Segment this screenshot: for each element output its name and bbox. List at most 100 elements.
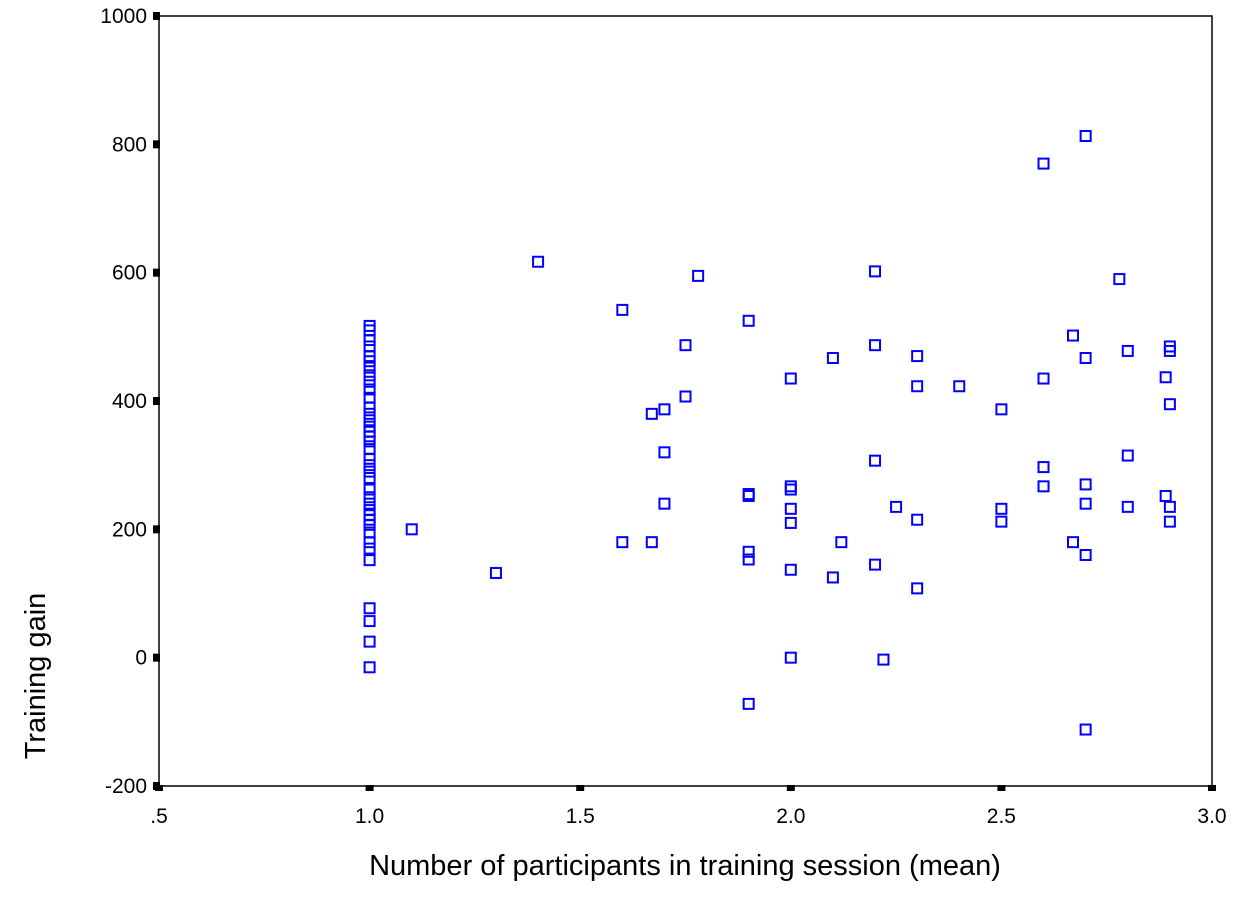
data-point (784, 483, 797, 496)
axis-tick-labels: .5 1.0 1.5 2.0 2.5 3.0 -200 0 200 400 600 800 1000 (100, 5, 1226, 828)
data-point (1159, 371, 1172, 384)
data-point (742, 697, 755, 710)
data-point (363, 536, 376, 549)
data-point (658, 403, 671, 416)
data-point (1163, 515, 1176, 528)
data-point (658, 497, 671, 510)
y-tick-label: 200 (112, 518, 147, 541)
x-tick-mark (576, 785, 585, 791)
axis-ticks (153, 12, 1216, 791)
data-point (658, 446, 671, 459)
data-point (869, 265, 882, 278)
x-tick-label: 3.0 (1197, 805, 1226, 828)
data-point (692, 269, 705, 282)
data-point (363, 452, 376, 465)
data-point (995, 515, 1008, 528)
data-point (784, 372, 797, 385)
data-point (489, 566, 502, 579)
data-point (363, 361, 376, 374)
data-point (995, 502, 1008, 515)
data-point (1079, 549, 1092, 561)
data-point (784, 502, 797, 515)
data-point (363, 661, 376, 674)
data-point (645, 536, 658, 549)
data-point (616, 303, 629, 316)
data-point (363, 435, 376, 448)
data-point (1079, 478, 1092, 491)
data-point (742, 545, 755, 558)
data-point (363, 355, 376, 368)
data-point (1113, 273, 1126, 286)
data-point (784, 563, 797, 576)
y-tick-mark (153, 140, 160, 149)
data-point (363, 465, 376, 478)
data-point (363, 602, 376, 615)
data-point (363, 483, 376, 496)
data-point (911, 380, 924, 393)
y-tick-mark (153, 782, 160, 790)
data-point (1067, 329, 1080, 342)
y-tick-mark (153, 12, 160, 20)
x-tick-mark (997, 785, 1006, 791)
data-point (1037, 461, 1050, 474)
data-point (995, 403, 1008, 416)
data-point (1067, 536, 1080, 549)
y-tick-label: -200 (105, 775, 147, 798)
data-point (911, 350, 924, 363)
y-tick-mark (153, 653, 160, 662)
data-point (363, 542, 376, 555)
data-point (1121, 344, 1134, 357)
x-tick-label: .5 (150, 805, 168, 828)
data-point (363, 635, 376, 648)
data-point (742, 314, 755, 327)
data-point (911, 513, 924, 526)
data-points (363, 129, 1176, 736)
data-point (890, 500, 903, 513)
data-point (1079, 352, 1092, 365)
data-point (877, 653, 890, 666)
data-point (363, 615, 376, 628)
data-point (869, 558, 882, 571)
y-tick-mark (153, 525, 160, 534)
data-point (1079, 723, 1092, 736)
x-tick-label: 1.5 (566, 805, 595, 828)
data-point (826, 571, 839, 584)
data-point (363, 383, 376, 396)
data-point (532, 255, 545, 268)
data-point (363, 375, 376, 388)
data-point (784, 516, 797, 529)
data-point (679, 339, 692, 352)
x-tick-mark (1208, 785, 1216, 791)
x-tick-label: 2.5 (987, 805, 1016, 828)
y-axis-title: Training gain (20, 593, 52, 760)
data-point (1121, 449, 1134, 462)
y-tick-label: 400 (112, 390, 147, 413)
data-point (363, 472, 376, 484)
data-point (742, 553, 755, 566)
y-tick-label: 0 (135, 647, 147, 670)
x-tick-mark (786, 785, 795, 791)
data-point (1079, 129, 1092, 142)
data-point (1159, 489, 1172, 502)
y-tick-label: 1000 (100, 5, 147, 28)
data-point (784, 480, 797, 493)
x-tick-label: 2.0 (776, 805, 805, 828)
data-point (869, 339, 882, 352)
data-point (363, 491, 376, 504)
data-point (869, 454, 882, 467)
x-tick-label: 1.0 (355, 805, 384, 828)
y-tick-label: 800 (112, 133, 147, 156)
data-point (363, 518, 376, 531)
data-point (679, 390, 692, 403)
data-point (363, 554, 376, 567)
data-point (363, 407, 376, 420)
data-point (405, 523, 418, 536)
x-axis-title: Number of participants in training sessi… (369, 850, 1001, 882)
x-tick-mark (365, 785, 374, 791)
data-point (1037, 157, 1050, 170)
data-point (616, 536, 629, 549)
data-point (363, 401, 376, 414)
data-point (363, 459, 376, 472)
data-point (911, 582, 924, 595)
